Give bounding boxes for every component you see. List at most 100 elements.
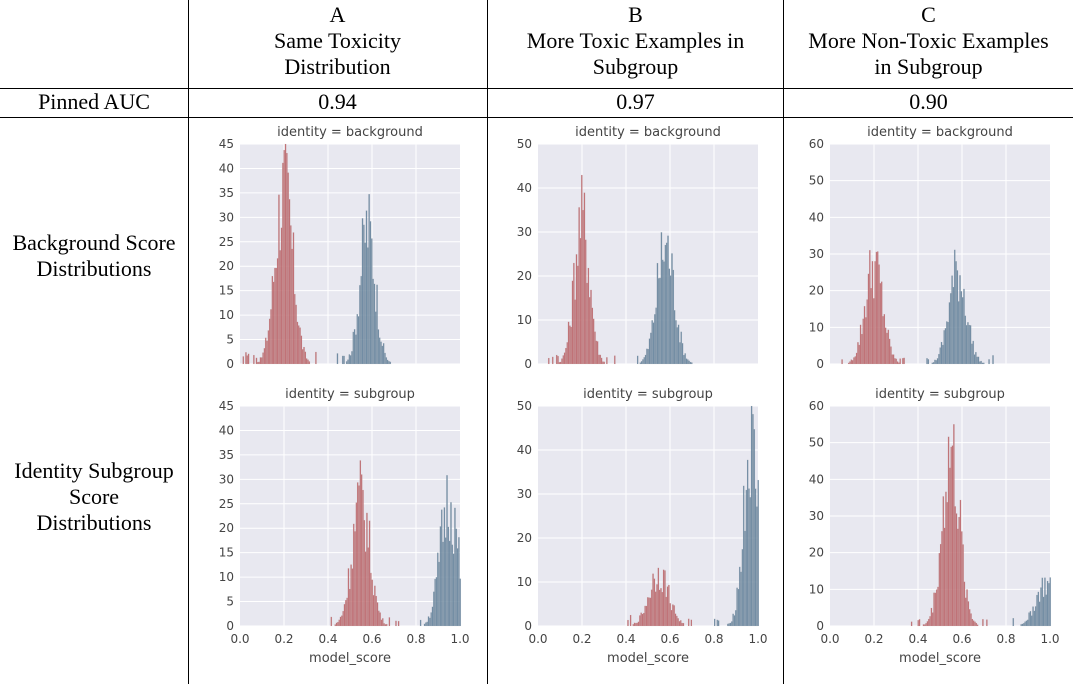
y-tick-label: 60 xyxy=(809,137,824,151)
non-toxic-series xyxy=(910,424,988,627)
histogram-bar xyxy=(304,351,307,365)
column-letter: C xyxy=(921,2,936,27)
histogram-c-subgroup: identity = subgroup 0 10 20 30 40 50 60 0.0 0.2 0.… xyxy=(809,387,1060,666)
y-tick-label: 20 xyxy=(809,546,824,560)
x-tick-label: 0.8 xyxy=(704,632,723,646)
histogram-bar xyxy=(982,362,985,365)
histogram-bar xyxy=(376,284,378,365)
histogram-bar xyxy=(682,622,685,627)
row-rule xyxy=(0,117,1073,118)
histogram-bar xyxy=(613,355,616,365)
panel-title: identity = subgroup xyxy=(583,387,713,402)
y-tick-label: 20 xyxy=(809,284,824,298)
y-tick-label: 5 xyxy=(226,595,234,609)
x-tick-label: 0.8 xyxy=(406,632,425,646)
histogram-bar xyxy=(975,622,978,627)
column-title: More Toxic Examples in Subgroup xyxy=(526,28,745,79)
histogram-bar xyxy=(600,357,603,365)
histogram-bar xyxy=(717,620,720,627)
histogram-bar xyxy=(713,618,716,627)
y-tick-label: 40 xyxy=(809,210,824,224)
y-tick-label: 40 xyxy=(809,472,824,486)
y-tick-label: 30 xyxy=(809,247,824,261)
histogram-bar xyxy=(982,618,984,627)
histogram-bar xyxy=(288,199,291,365)
histogram-bar xyxy=(379,612,381,627)
histogram-bar xyxy=(757,479,760,627)
y-tick-label: 10 xyxy=(809,320,824,334)
panel-title: identity = background xyxy=(867,125,1013,140)
y-tick-label: 45 xyxy=(219,137,234,151)
histogram-bar xyxy=(899,358,902,365)
histogram-bar xyxy=(977,356,980,365)
x-tick-label: 0.6 xyxy=(362,632,381,646)
y-tick-label: 0 xyxy=(524,357,532,371)
y-tick-label: 45 xyxy=(219,399,234,413)
histogram-bar xyxy=(308,361,311,365)
histogram-bar xyxy=(419,619,422,627)
x-axis-label: model_score xyxy=(899,651,981,666)
column-header-b: B More Toxic Examples in Subgroup xyxy=(488,2,783,80)
y-tick-label: 50 xyxy=(809,174,824,188)
y-tick-label: 35 xyxy=(219,448,234,462)
x-tick-label: 0.0 xyxy=(528,632,547,646)
x-tick-label: 0.8 xyxy=(996,632,1015,646)
column-header-c: C More Non-Toxic Examples in Subgroup xyxy=(784,2,1073,80)
x-tick-label: 1.0 xyxy=(748,632,767,646)
histogram-bar xyxy=(395,620,397,627)
histogram-bar xyxy=(867,273,870,365)
y-tick-label: 30 xyxy=(517,487,532,501)
y-tick-label: 15 xyxy=(219,284,234,298)
histogram-bar xyxy=(895,358,898,365)
toxic-series xyxy=(636,232,693,365)
y-tick-label: 0 xyxy=(816,357,824,371)
histogram-bar xyxy=(255,357,258,365)
x-axis-label: model_score xyxy=(309,651,391,666)
pinned-auc-b: 0.97 xyxy=(616,89,655,114)
histogram-bar xyxy=(557,355,559,365)
histogram-bar xyxy=(681,342,684,365)
toxic-series xyxy=(926,249,994,365)
column-letter: B xyxy=(628,2,643,27)
y-tick-label: 10 xyxy=(219,570,234,584)
y-tick-label: 40 xyxy=(517,181,532,195)
histogram-bar xyxy=(605,357,608,365)
histogram-bar xyxy=(992,355,994,365)
toxic-series xyxy=(713,405,760,627)
histogram-bar xyxy=(343,355,345,365)
histogram-bar xyxy=(927,359,930,365)
y-tick-label: 30 xyxy=(219,472,234,486)
y-tick-label: 10 xyxy=(517,313,532,327)
toxic-series xyxy=(336,193,392,365)
y-tick-label: 30 xyxy=(809,509,824,523)
column-letter: A xyxy=(329,2,346,27)
row-label-subgroup: Identity Subgroup Score Distributions xyxy=(14,458,174,535)
pinned-auc-c: 0.90 xyxy=(909,89,948,114)
y-tick-label: 0 xyxy=(226,357,234,371)
histogram-bar xyxy=(575,254,578,365)
x-tick-label: 0.0 xyxy=(820,632,839,646)
histogram-bar xyxy=(988,359,990,365)
non-toxic-series xyxy=(841,249,906,365)
histogram-bar xyxy=(903,357,906,365)
y-tick-label: 25 xyxy=(219,497,234,511)
histogram-bar xyxy=(551,356,554,365)
x-tick-label: 0.2 xyxy=(274,632,293,646)
non-toxic-series xyxy=(627,567,693,627)
histogram-bar xyxy=(381,618,384,627)
y-tick-label: 25 xyxy=(219,235,234,249)
row-rule xyxy=(0,88,1073,89)
y-tick-label: 20 xyxy=(517,269,532,283)
histogram-bar xyxy=(627,619,629,627)
histogram-bar xyxy=(636,355,639,365)
x-tick-label: 0.6 xyxy=(660,632,679,646)
histogram-bar xyxy=(547,357,550,365)
histogram-bar xyxy=(459,578,462,627)
x-tick-label: 0.4 xyxy=(908,632,927,646)
column-header-a: A Same Toxicity Distribution xyxy=(188,2,487,80)
non-toxic-series xyxy=(330,460,400,627)
y-tick-label: 20 xyxy=(517,531,532,545)
y-tick-label: 60 xyxy=(809,399,824,413)
histogram-bar xyxy=(385,623,388,627)
